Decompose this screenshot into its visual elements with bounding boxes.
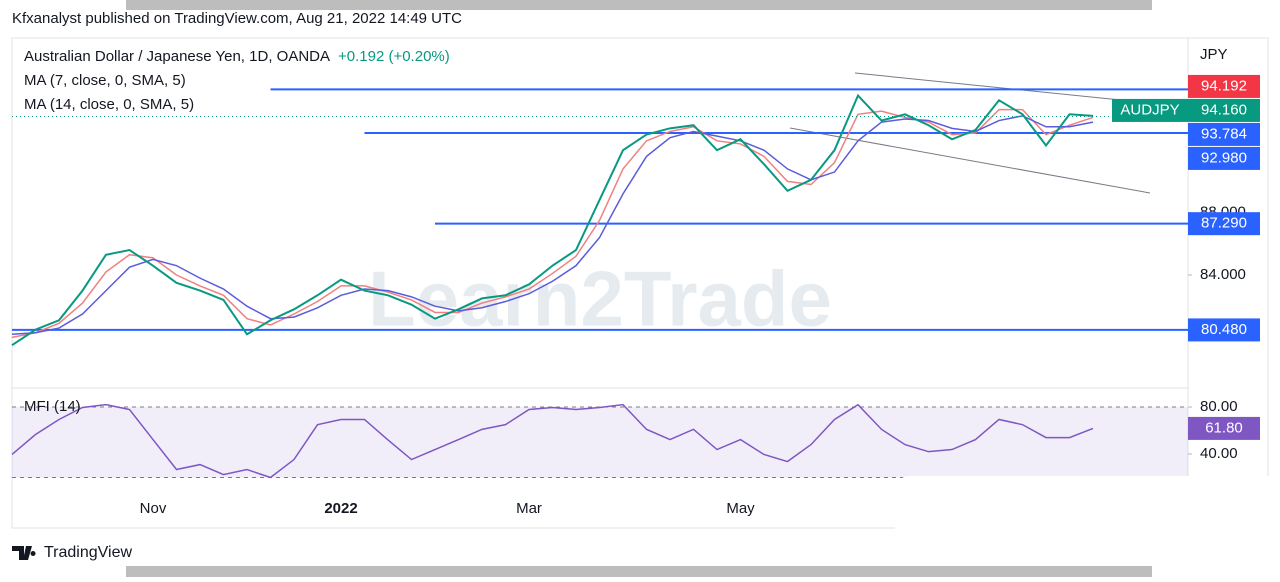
overlay-box <box>895 476 1280 556</box>
price-badge-label: 80.480 <box>1201 321 1247 338</box>
symbol-badge <box>1112 98 1188 122</box>
legend-ma14: MA (14, close, 0, SMA, 5) <box>24 96 194 113</box>
chart-frame <box>11 37 1269 529</box>
price-badge-label: 94.192 <box>1201 77 1247 94</box>
price-badge-label: 93.784 <box>1201 125 1247 142</box>
price-badge-label: 61.80 <box>1205 419 1243 436</box>
currency: JPY <box>1200 46 1228 63</box>
mfi-title: MFI (14) <box>24 398 81 415</box>
price-badge <box>1188 318 1260 342</box>
price-badge <box>1188 146 1260 170</box>
price-badge <box>1188 98 1260 122</box>
mfi-band <box>12 407 1188 478</box>
trendline <box>789 127 1151 194</box>
legend-ma7: MA (7, close, 0, SMA, 5) <box>24 72 186 89</box>
symbol-badge-name: AUDJPY <box>1120 101 1179 118</box>
footer-brand: TradingView <box>44 544 132 561</box>
price-badge <box>1188 122 1260 146</box>
bottom-bar <box>126 566 1152 577</box>
x-tick-label: Nov <box>140 500 167 517</box>
y-tick-label: 84.000 <box>1200 266 1246 283</box>
watermark: Learn2Trade <box>368 255 832 343</box>
ma-line <box>11 115 1094 336</box>
y-tick-label: 40.00 <box>1200 445 1238 462</box>
symbol-title: Australian Dollar / Japanese Yen, 1D, OA… <box>24 48 330 65</box>
price-badge-label: 94.160 <box>1201 101 1247 118</box>
price-badge-label: 87.290 <box>1201 215 1247 232</box>
header-title: Kfxanalyst published on TradingView.com,… <box>12 10 462 27</box>
price-change: +0.192 (+0.20%) <box>338 48 450 65</box>
tv-logo <box>12 546 36 560</box>
price-badge <box>1188 416 1260 440</box>
trendline <box>854 72 1151 104</box>
price-badge-label: 92.980 <box>1201 149 1247 166</box>
x-tick-label: May <box>726 500 755 517</box>
x-tick-label: 2022 <box>324 500 357 517</box>
price-badge <box>1188 212 1260 236</box>
mfi-line <box>11 403 1094 479</box>
price-badge <box>1188 74 1260 98</box>
top-bar <box>126 0 1152 10</box>
price-line <box>11 93 1094 347</box>
y-tick-label: 80.00 <box>1200 398 1238 415</box>
x-tick-label: Mar <box>516 500 542 517</box>
